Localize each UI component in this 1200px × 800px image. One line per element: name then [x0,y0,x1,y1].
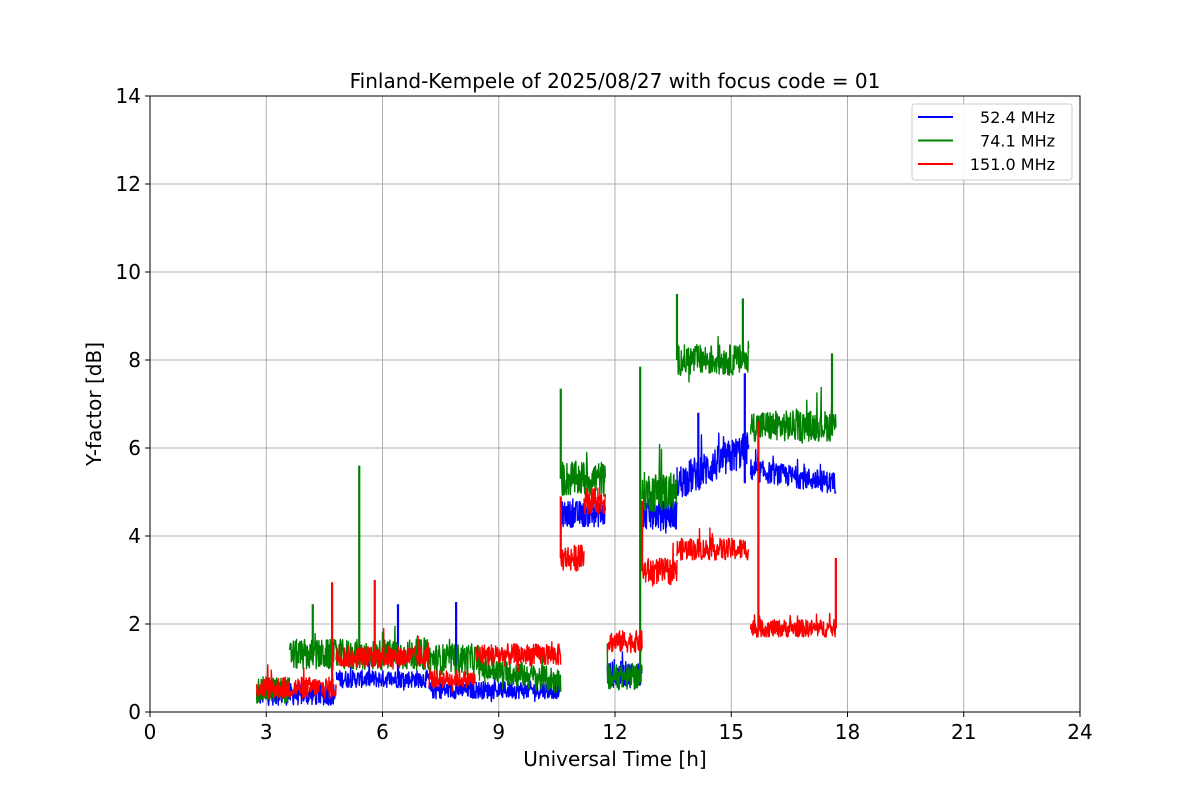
plot-area [255,294,837,706]
series-line [428,667,476,693]
y-tick-label: 14 [116,84,141,108]
legend-label: 151.0 MHz [970,155,1055,174]
legend-box [911,103,1073,181]
x-axis-ticks: 0 3 6 9 12 15 18 21 24 [144,712,1093,744]
legend: 52.4 MHz 74.1 MHz 151.0 MHz [911,103,1073,181]
x-tick-label: 15 [719,720,744,744]
series-line [560,544,585,572]
x-tick-label: 6 [376,720,389,744]
series-line [676,527,750,561]
x-tick-label: 12 [602,720,627,744]
x-tick-label: 0 [144,720,157,744]
series-line [676,335,750,383]
y-axis-label: Y-factor [dB] [82,342,106,467]
x-tick-label: 21 [951,720,976,744]
series-line [478,648,562,693]
y-tick-label: 10 [116,260,141,284]
legend-label: 74.1 MHz [980,132,1055,151]
series-line [749,386,837,444]
y-tick-label: 0 [128,700,141,724]
series-line [749,449,837,494]
series-2 [255,421,837,699]
x-tick-label: 24 [1067,720,1092,744]
series-line [255,664,337,699]
series-line [428,677,562,703]
series-line [335,656,430,691]
x-tick-label: 18 [835,720,860,744]
x-tick-label: 3 [260,720,273,744]
series-group [255,294,837,706]
series-line [560,451,606,497]
series-line [583,487,606,515]
legend-label: 52.4 MHz [980,108,1055,127]
series-line [749,612,837,638]
series-line [606,630,643,654]
y-tick-label: 12 [116,172,141,196]
series-line [606,643,643,691]
y-tick-label: 4 [128,524,141,548]
series-1 [255,294,837,704]
y-tick-label: 8 [128,348,141,372]
y-axis-ticks: 0 2 4 6 8 10 12 14 [116,84,150,724]
series-line [676,432,750,498]
series-line [641,542,678,587]
x-tick-label: 9 [492,720,505,744]
series-line [641,443,678,512]
y-tick-label: 6 [128,436,141,460]
series-line [474,641,562,673]
series-line [335,627,430,670]
y-tick-label: 2 [128,612,141,636]
series-line [428,638,481,676]
x-axis-label: Universal Time [h] [523,747,706,771]
chart-title: Finland-Kempele of 2025/08/27 with focus… [350,69,881,93]
